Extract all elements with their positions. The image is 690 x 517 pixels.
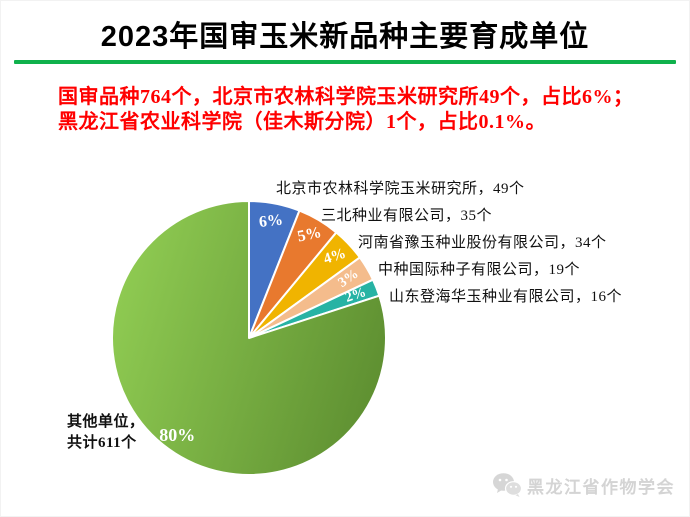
pie-percent-label-1: 6% bbox=[258, 212, 284, 231]
pie-percent-label-3: 4% bbox=[322, 246, 348, 268]
pie-callout-label-2: 三北种业有限公司，35个 bbox=[321, 208, 493, 224]
summary-line-2: 黑龙江省农业科学院（佳木斯分院）1个，占比0.1%。 bbox=[58, 111, 546, 133]
watermark-text: 黑龙江省作物学会 bbox=[527, 477, 675, 497]
title-divider-rule bbox=[14, 60, 676, 64]
pie-callout-label-1: 北京市农林科学院玉米研究所，49个 bbox=[276, 181, 525, 197]
watermark: 黑龙江省作物学会 bbox=[492, 472, 675, 498]
pie-callout-label-3: 河南省豫玉种业股份有限公司，34个 bbox=[358, 235, 607, 251]
pie-callout-other: 其他单位， 共计611个 bbox=[67, 412, 145, 454]
pie-chart: 6%5%4%3%2%80% bbox=[111, 200, 387, 476]
pie-percent-label-6: 80% bbox=[159, 425, 195, 445]
wechat-icon bbox=[493, 473, 522, 497]
pie-callout-label-5: 山东登海华玉种业有限公司，16个 bbox=[389, 289, 623, 305]
pie-callout-other-line1: 其他单位， bbox=[67, 414, 145, 430]
pie-callout-label-4: 中种国际种子有限公司，19个 bbox=[378, 262, 581, 278]
summary-text: 国审品种764个，北京市农林科学院玉米研究所49个，占比6%； 黑龙江省农业科学… bbox=[58, 85, 658, 135]
pie-callout-other-line2: 共计611个 bbox=[67, 435, 137, 451]
page-title: 2023年国审玉米新品种主要育成单位 bbox=[100, 21, 590, 53]
pie-slice-6 bbox=[111, 200, 387, 476]
summary-line-1: 国审品种764个，北京市农林科学院玉米研究所49个，占比6%； bbox=[58, 86, 634, 108]
pie-chart-area: 6% 5% 4% 3% 2% 80% 其他单位， 共计611个 北京市农林科学院玉米研究所… bbox=[1, 166, 689, 486]
pie-percent-label-2: 5% bbox=[296, 224, 323, 246]
